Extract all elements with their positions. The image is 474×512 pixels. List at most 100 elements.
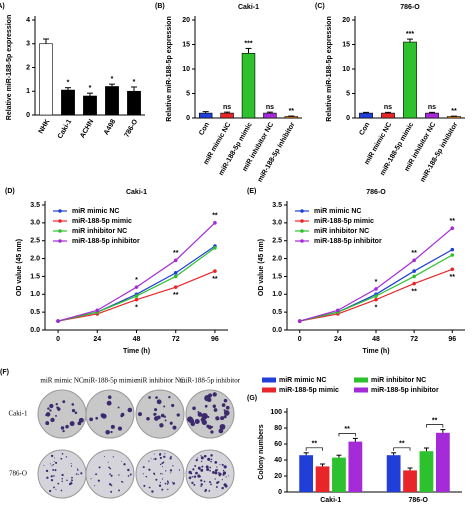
bar — [315, 466, 330, 492]
plate-dish — [135, 449, 185, 499]
legend-label: miR-188-5p mimic — [72, 218, 132, 225]
significance: ** — [289, 108, 295, 115]
significance: *** — [244, 40, 252, 47]
significance: * — [111, 76, 114, 83]
x-tick-label: 48 — [372, 336, 380, 343]
colony — [77, 469, 79, 471]
colony — [167, 481, 170, 484]
significance: * — [67, 80, 70, 87]
y-tick-label: 20 — [274, 473, 282, 480]
colony — [213, 408, 218, 412]
point — [374, 294, 378, 298]
panel-label: (B) — [155, 3, 165, 10]
significance: * — [375, 304, 378, 311]
colony — [52, 468, 55, 471]
colony — [71, 403, 75, 406]
colony — [53, 486, 55, 489]
point — [134, 294, 139, 298]
colony — [220, 416, 225, 421]
x-tick-label: 786-O — [409, 497, 429, 504]
colony — [97, 479, 100, 482]
plate — [135, 389, 185, 439]
colony — [109, 467, 112, 470]
legend-swatch — [354, 377, 368, 383]
bar — [403, 41, 417, 119]
colony — [161, 488, 164, 491]
colony — [110, 424, 115, 429]
colony — [163, 405, 166, 408]
x-tick-label: 96 — [448, 336, 456, 343]
column-header: miR mimic NC — [40, 377, 84, 385]
bar — [381, 112, 395, 119]
legend-swatch — [354, 387, 368, 393]
x-tick-label: 786-O — [124, 118, 140, 139]
colony — [121, 461, 122, 462]
colony — [212, 470, 215, 474]
significance: ns — [223, 104, 231, 111]
panel-label: (F) — [0, 369, 9, 376]
panel-label: (C) — [315, 3, 325, 10]
bar — [198, 112, 213, 119]
bar — [386, 455, 401, 492]
bracket — [393, 447, 411, 451]
colony — [224, 484, 228, 488]
colony — [228, 475, 230, 477]
colony — [212, 392, 217, 397]
y-axis-label: OD value (45 nm) — [16, 239, 23, 296]
point — [173, 271, 178, 275]
colony — [110, 484, 113, 487]
colony — [155, 478, 158, 481]
colony — [201, 419, 207, 425]
colony — [156, 399, 162, 405]
legend-marker — [58, 209, 62, 213]
y-tick-label: 0.5 — [272, 309, 282, 316]
y-tick-label: 5 — [346, 90, 350, 97]
legend-label: miR mimic NC — [72, 208, 119, 215]
colony — [223, 415, 227, 419]
legend-label: miR-188-5p mimic — [314, 218, 374, 225]
bar — [419, 451, 434, 492]
colony — [65, 424, 69, 429]
colony — [161, 462, 164, 465]
bar — [127, 90, 141, 116]
significance: * — [133, 79, 136, 86]
legend-marker — [300, 219, 304, 223]
colony — [62, 429, 65, 433]
point — [450, 247, 455, 252]
legend-marker — [58, 219, 62, 223]
x-tick-label: 72 — [172, 336, 180, 343]
colony — [52, 463, 54, 466]
colony — [129, 473, 132, 476]
bar — [425, 112, 439, 119]
y-tick-label: 60 — [274, 441, 282, 448]
point — [412, 258, 416, 263]
colony — [221, 403, 226, 407]
colony — [160, 473, 162, 475]
bar — [435, 432, 450, 492]
colony — [45, 412, 51, 417]
chart-title: 786-O — [366, 189, 386, 196]
point — [412, 269, 416, 273]
colony — [211, 425, 214, 428]
bracket — [305, 447, 323, 451]
x-tick-label: Caki-1 — [320, 497, 341, 504]
colony — [223, 409, 226, 412]
colony — [155, 396, 158, 399]
colony — [221, 479, 223, 481]
y-axis-label: Relative miR-188-5p expression — [166, 16, 173, 121]
colony — [208, 489, 210, 492]
colony — [61, 452, 64, 455]
colony — [51, 465, 53, 467]
chart-title: 786-O — [400, 4, 420, 11]
colony — [112, 456, 114, 458]
significance: ** — [173, 292, 179, 299]
legend-label: miR-188-5p inhibitor — [371, 387, 439, 394]
colony — [100, 413, 105, 418]
legend-marker — [300, 229, 304, 233]
colony — [98, 466, 101, 469]
colony — [118, 489, 120, 492]
x-axis-label: Time (h) — [362, 348, 389, 355]
point — [412, 281, 416, 286]
y-tick-label: 2.0 — [30, 255, 40, 262]
plate-dish — [85, 389, 135, 439]
